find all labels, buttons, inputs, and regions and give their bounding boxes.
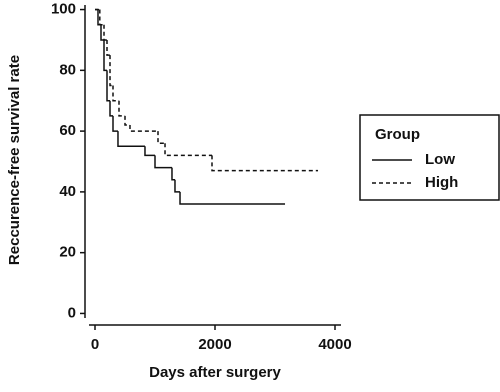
survival-step — [109, 55, 113, 87]
y-tick-label: 0 — [68, 304, 76, 321]
survival-step — [118, 100, 125, 117]
survival-step — [117, 131, 145, 148]
legend-title: Group — [375, 126, 420, 143]
survival-step — [129, 125, 158, 132]
survival-step — [124, 115, 130, 126]
survival-step — [106, 39, 110, 56]
survival-step — [112, 115, 118, 132]
y-tick-label: 60 — [59, 122, 76, 139]
survival-step — [144, 146, 155, 157]
y-tick-label: 20 — [59, 244, 76, 261]
y-tick-label: 100 — [51, 1, 76, 18]
survival-step — [171, 167, 175, 181]
survival-step — [109, 100, 113, 117]
survival-step — [154, 155, 172, 169]
y-tick-label: 40 — [59, 183, 76, 200]
survival-step — [103, 39, 107, 72]
survival-step — [179, 191, 286, 205]
x-tick-label: 4000 — [318, 336, 351, 353]
survival-step — [157, 131, 166, 145]
x-tick-label: 0 — [91, 336, 99, 353]
survival-step — [100, 24, 104, 41]
x-axis-label: Days after surgery — [149, 364, 281, 381]
legend-label: Low — [425, 151, 455, 168]
y-tick-label: 80 — [59, 61, 76, 78]
survival-step — [174, 179, 181, 193]
legend-label: High — [425, 174, 458, 191]
survival-step — [106, 70, 110, 102]
survival-step — [103, 24, 107, 41]
survival-step — [164, 143, 212, 157]
x-tick-label: 2000 — [198, 336, 231, 353]
survival-step — [211, 155, 319, 172]
legend-box — [359, 114, 500, 201]
survival-step — [112, 85, 119, 102]
y-axis-label: Reccurence-free survival rate — [6, 55, 23, 265]
survival-step — [99, 9, 104, 26]
